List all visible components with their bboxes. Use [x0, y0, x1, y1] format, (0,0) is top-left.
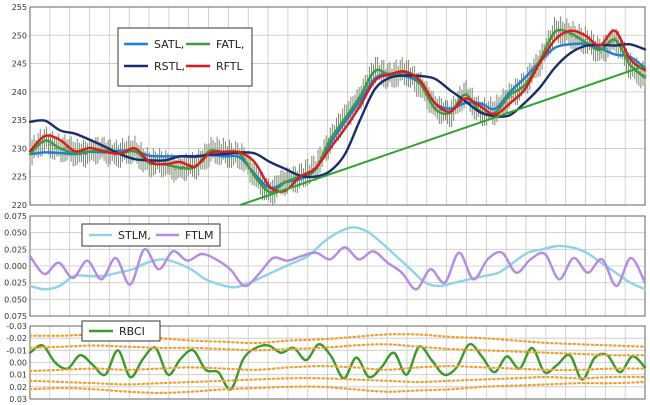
series-line-stlm [28, 226, 647, 291]
legend-label-rbci: RBCI [119, 325, 145, 338]
series-line-band-4 [28, 375, 647, 386]
series-line-band-3 [28, 365, 647, 373]
y-tick-label: 0.050 [4, 295, 27, 304]
legend-label-stlm: STLM, [118, 229, 151, 242]
y-tick-label: 0.00 [9, 359, 27, 368]
legend-label-rftl: RFTL [216, 60, 243, 73]
y-tick-label: 245 [12, 60, 27, 69]
y-tick-label: 0.025 [4, 279, 27, 288]
y-tick-label: 240 [12, 88, 27, 97]
series-line-rstl [28, 42, 647, 179]
y-tick-label: 0.02 [9, 383, 27, 392]
y-tick-label: -0.03 [6, 322, 27, 331]
stlm-ftlm-legend: STLM, FTLM [81, 223, 221, 247]
y-tick-label: -0.01 [6, 346, 27, 355]
rbci-legend: RBCI [81, 320, 161, 342]
plot-border [29, 325, 646, 400]
plot-border [29, 215, 646, 317]
y-tick-label: 230 [12, 144, 27, 153]
price-panel: 220 225 230 235 240 245 250 255 [12, 3, 647, 210]
y-tick-label: 220 [12, 201, 27, 210]
trend-line [240, 64, 646, 206]
legend-label-satl: SATL, [154, 38, 184, 51]
y-tick-label: 250 [12, 31, 27, 40]
legend-label-ftlm: FTLM [185, 229, 213, 242]
y-tick-label: -0.02 [6, 334, 27, 343]
y-tick-label: 0.000 [4, 262, 27, 271]
legend-label-rstl: RSTL, [154, 60, 185, 73]
y-tick-label: 0.025 [4, 245, 27, 254]
price-legend: SATL, FATL, RSTL, RFTL [117, 27, 253, 87]
series-line-rftl [28, 29, 647, 193]
y-tick-label: 0.075 [4, 312, 27, 321]
legend-label-fatl: FATL, [216, 38, 244, 51]
series-line-fatl [28, 28, 647, 194]
series-line-rbci [28, 342, 647, 391]
y-tick-label: 0.075 [4, 212, 27, 221]
y-tick-label: 0.050 [4, 229, 27, 238]
series-line-band-5 [28, 380, 647, 394]
y-tick-label: 235 [12, 116, 27, 125]
y-tick-label: 0.01 [9, 371, 27, 380]
series-line-band-2 [28, 343, 647, 357]
y-tick-label: 255 [12, 3, 27, 12]
y-tick-label: 0.03 [9, 395, 27, 404]
series-line-ftlm [28, 246, 647, 291]
plot-border [29, 6, 646, 206]
y-tick-label: 225 [12, 173, 27, 182]
